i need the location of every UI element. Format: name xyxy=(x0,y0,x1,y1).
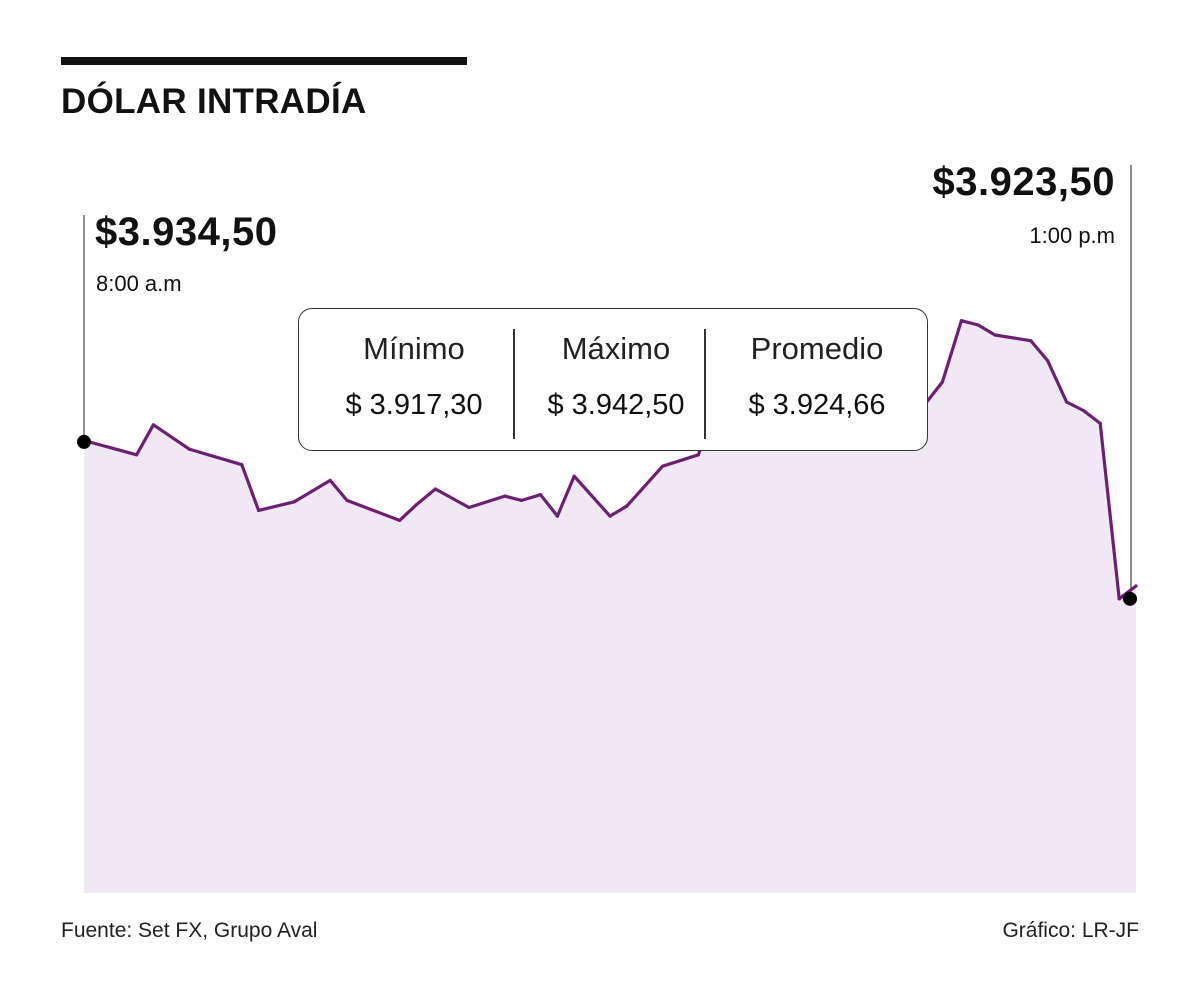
data-point xyxy=(555,514,560,518)
close-time-label: 1:00 p.m xyxy=(1029,223,1115,248)
title-rule xyxy=(61,57,467,65)
data-point xyxy=(959,319,964,323)
data-point xyxy=(292,500,296,504)
data-point xyxy=(1046,359,1050,363)
area-fill xyxy=(84,320,1136,893)
data-point xyxy=(1117,597,1121,601)
source-note: Fuente: Set FX, Grupo Aval xyxy=(61,919,318,942)
data-point xyxy=(257,508,261,512)
data-point xyxy=(467,505,471,510)
open-marker xyxy=(77,434,91,449)
data-point xyxy=(696,453,701,457)
stats-box: Mínimo $ 3.917,30 Máximo $ 3.942,50 Prom… xyxy=(298,308,928,451)
graphic-credit: Gráfico: LR-JF xyxy=(1002,919,1139,942)
data-point xyxy=(151,423,155,427)
data-point xyxy=(520,498,524,502)
data-point xyxy=(976,323,980,327)
data-point xyxy=(1134,584,1138,588)
data-point xyxy=(187,447,191,451)
stat-average-label: Promedio xyxy=(750,331,884,366)
data-point xyxy=(328,478,332,482)
chart-title: DÓLAR INTRADÍA xyxy=(61,82,367,121)
stat-maximum: Máximo $ 3.942,50 xyxy=(527,309,705,450)
data-point xyxy=(433,487,437,491)
open-price-label: $3.934,50 xyxy=(95,210,278,254)
stat-maximum-label: Máximo xyxy=(561,331,671,366)
data-point xyxy=(572,474,576,478)
data-point xyxy=(240,463,244,467)
stat-average: Promedio $ 3.924,66 xyxy=(707,309,927,450)
data-point xyxy=(503,494,507,498)
data-point xyxy=(1098,421,1102,425)
data-point xyxy=(398,518,402,523)
data-point xyxy=(625,504,629,508)
price-series-line xyxy=(83,319,1137,601)
data-point xyxy=(661,464,665,468)
close-price-label: $3.923,50 xyxy=(932,160,1115,204)
close-marker xyxy=(1123,591,1137,606)
data-point xyxy=(345,498,349,502)
stat-maximum-value: $ 3.942,50 xyxy=(547,389,685,421)
stat-minimum-value: $ 3.917,30 xyxy=(345,389,483,421)
stats-divider xyxy=(513,329,515,439)
data-point xyxy=(414,503,418,507)
stats-divider xyxy=(704,329,706,439)
data-point xyxy=(539,493,543,497)
data-point xyxy=(608,514,612,518)
open-time-label: 8:00 a.m xyxy=(96,271,182,296)
data-point xyxy=(1065,400,1069,404)
data-point xyxy=(940,380,945,384)
data-point xyxy=(1029,339,1033,343)
data-point xyxy=(135,453,139,457)
data-point xyxy=(1081,408,1085,413)
stat-average-value: $ 3.924,66 xyxy=(748,389,886,421)
stat-minimum-label: Mínimo xyxy=(363,331,465,366)
data-point xyxy=(993,333,997,337)
stat-minimum: Mínimo $ 3.917,30 xyxy=(309,309,519,450)
